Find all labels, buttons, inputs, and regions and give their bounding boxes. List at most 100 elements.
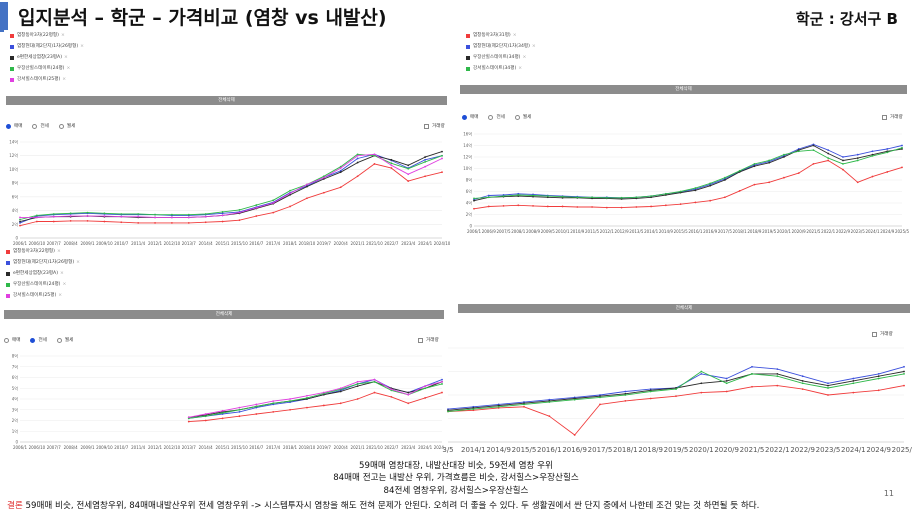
data-point-magenta <box>52 215 55 218</box>
radio-sale[interactable]: 매매 <box>6 123 22 129</box>
legend-item[interactable]: 염창동아3차(22평형) × <box>6 246 80 257</box>
radio-jeonse[interactable]: 전세 <box>488 114 505 120</box>
remove-icon[interactable]: × <box>512 33 517 38</box>
remove-icon[interactable]: × <box>59 271 64 276</box>
legend-item[interactable]: 염창동아3차(31평) × <box>466 30 536 41</box>
radio-wolse[interactable]: 월세 <box>514 114 531 120</box>
radio-sale[interactable]: 매매 <box>462 114 478 120</box>
data-point-red <box>827 394 829 396</box>
data-point-green <box>390 162 393 165</box>
remove-icon[interactable]: × <box>80 44 84 49</box>
legend-item[interactable]: e편한세상염창(23평A) × <box>6 268 80 279</box>
volume-toggle[interactable]: 거래량 <box>424 123 445 129</box>
data-point-green <box>709 182 712 185</box>
remove-icon[interactable]: × <box>60 33 65 38</box>
data-point-green <box>649 390 652 393</box>
data-point-red <box>620 206 623 209</box>
legend-item[interactable]: 강서힐스테이트(25평) × <box>10 74 84 85</box>
remove-icon[interactable]: × <box>56 249 61 254</box>
legend-item[interactable]: 우장산힐스테이트(24평) × <box>10 63 84 74</box>
data-point-green <box>356 383 359 385</box>
x-tick-label: 2012/9 <box>615 229 630 234</box>
data-point-magenta <box>356 154 359 157</box>
remove-icon[interactable]: × <box>62 282 67 287</box>
data-point-red <box>339 186 342 189</box>
data-point-red <box>322 191 325 194</box>
legend-label: 우장산힐스테이트(24평) <box>17 66 65 71</box>
data-point-green <box>812 149 815 151</box>
clear-all-button[interactable]: 전체삭제 <box>460 85 907 94</box>
data-point-red <box>289 205 291 208</box>
y-tick-label: 8억 <box>12 353 19 359</box>
x-tick-label: 2022/9 <box>836 229 851 234</box>
data-point-red <box>187 222 190 224</box>
y-tick-label: 6억 <box>466 188 473 194</box>
volume-toggle[interactable]: 거래량 <box>418 337 439 343</box>
data-point-blue <box>801 375 804 378</box>
data-point-green <box>171 213 173 216</box>
series-line-green <box>19 153 443 220</box>
clear-all-button[interactable]: 전체삭제 <box>4 310 444 319</box>
data-point-blue <box>725 377 728 380</box>
data-point-green <box>204 213 207 215</box>
legend-item[interactable]: 우장산힐스테이트(34평) × <box>466 52 536 63</box>
remove-icon[interactable]: × <box>531 44 536 49</box>
legend-item[interactable]: 염창현대(제2단지)1차(26평형) × <box>6 257 80 268</box>
remove-icon[interactable]: × <box>66 66 71 71</box>
data-point-green <box>776 375 779 378</box>
remove-icon[interactable]: × <box>58 293 63 298</box>
data-point-green <box>339 165 342 168</box>
volume-toggle[interactable]: 거래량 <box>872 331 893 337</box>
remove-icon[interactable]: × <box>522 55 527 60</box>
legend-item[interactable]: 강서힐스테이트(25평) × <box>6 290 80 301</box>
data-point-red <box>664 204 667 207</box>
legend-swatch <box>10 55 14 60</box>
data-point-red <box>424 397 427 399</box>
radio-wolse[interactable]: 월세 <box>58 123 75 129</box>
clear-all-button[interactable]: 전체삭제 <box>458 304 910 313</box>
data-point-red <box>827 159 830 162</box>
radio-wolse[interactable]: 월세 <box>56 337 73 343</box>
legend-item[interactable]: 염창현대(제2단지)1차(34평) × <box>466 41 536 52</box>
legend-item[interactable]: 우장산힐스테이트(24평) × <box>6 279 80 290</box>
x-tick-label: 2020/9 <box>792 229 807 234</box>
x-tick-label: 2024/9 <box>880 229 895 234</box>
radio-jeonse[interactable]: 전세 <box>30 337 47 343</box>
remove-icon[interactable]: × <box>518 66 523 71</box>
legend-item[interactable]: 염창동아3차(22평형) × <box>10 30 84 41</box>
legend-label: 염창동아3차(22평형) <box>13 249 55 254</box>
data-point-red <box>407 180 410 182</box>
data-point-red <box>886 171 889 173</box>
series-line-red <box>473 160 903 210</box>
legend-item[interactable]: 강서힐스테이트(34평) × <box>466 63 536 74</box>
radio-sale[interactable]: 매매 <box>4 337 20 343</box>
x-tick-label: 2016/1 <box>537 446 562 454</box>
remove-icon[interactable]: × <box>76 260 80 265</box>
legend-label: 염창현대(제2단지)1차(26평형) <box>13 260 75 265</box>
data-point-magenta <box>221 214 224 217</box>
legend-item[interactable]: 염창현대(제2단지)1차(26평형) × <box>10 41 84 52</box>
radio-jeonse[interactable]: 전세 <box>32 123 49 129</box>
volume-toggle[interactable]: 거래량 <box>882 114 903 120</box>
data-point-red <box>255 413 258 415</box>
y-tick-label: 7억 <box>12 363 19 369</box>
x-tick-label: 2019/7 <box>317 445 332 450</box>
data-point-red <box>591 206 593 208</box>
radio-dot-icon <box>56 337 62 343</box>
data-point-red <box>86 219 89 222</box>
data-point-blue <box>827 149 830 151</box>
x-tick-label: 2014/1 <box>461 446 486 454</box>
data-point-black <box>903 370 905 373</box>
data-point-blue <box>856 153 859 156</box>
legend-swatch <box>6 271 10 276</box>
series-line-blue <box>473 143 903 200</box>
data-point-red <box>776 384 779 387</box>
radio-dot-icon <box>30 337 36 343</box>
x-tick-label: 2020/9 <box>714 446 739 454</box>
remove-icon[interactable]: × <box>62 77 67 82</box>
y-tick-label: 0 <box>15 236 18 241</box>
remove-icon[interactable]: × <box>63 55 68 60</box>
data-point-green <box>664 192 667 195</box>
clear-all-button[interactable]: 전체삭제 <box>6 96 447 105</box>
legend-item[interactable]: e편한세상염창(23평A) × <box>10 52 84 63</box>
